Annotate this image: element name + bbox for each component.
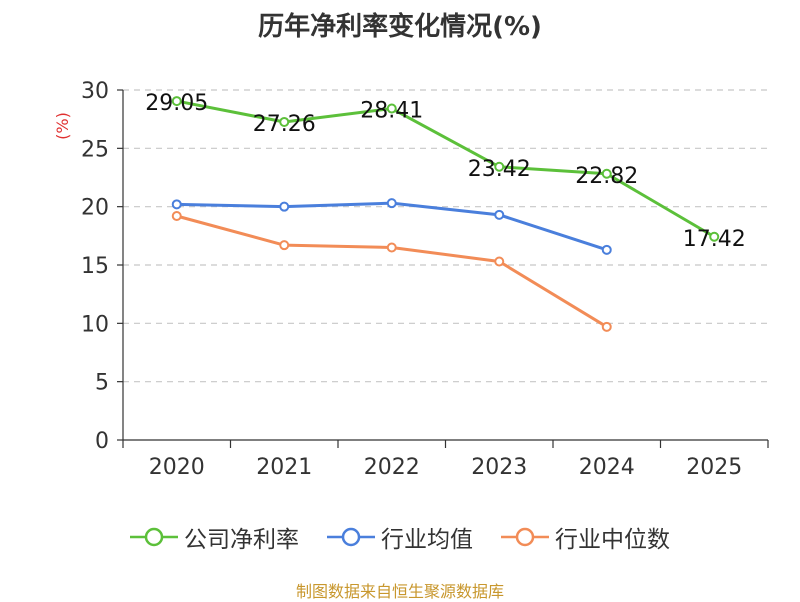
legend-marker-median-icon <box>501 527 549 547</box>
x-tick-label-2020: 2020 <box>149 455 205 480</box>
data-label-2025: 17.42 <box>683 227 746 252</box>
data-label-2022: 28.41 <box>360 99 423 124</box>
grid-lines <box>123 89 768 383</box>
legend-label-median: 行业中位数 <box>555 527 670 553</box>
x-tick-label-2024: 2024 <box>579 455 635 480</box>
legend: 公司净利率 行业均值 行业中位数 <box>0 520 800 554</box>
point-2-2024 <box>601 321 612 332</box>
point-1-2024 <box>601 244 612 255</box>
y-tick-label-10: 10 <box>81 312 109 337</box>
data-label-2021: 27.26 <box>253 112 316 137</box>
legend-item-industry-median[interactable]: 行业中位数 <box>501 520 670 554</box>
data-label-2024: 22.82 <box>575 164 638 189</box>
point-2-2021 <box>279 240 290 251</box>
series-line-2 <box>176 214 608 329</box>
legend-item-industry-mean[interactable]: 行业均值 <box>327 520 473 554</box>
point-1-2020 <box>171 199 182 210</box>
x-tick-label-2022: 2022 <box>364 455 420 480</box>
data-labels: 29.05 27.26 28.41 23.42 22.82 17.42 <box>145 91 745 252</box>
data-source-note: 制图数据来自恒生聚源数据库 <box>295 582 504 601</box>
point-2-2022 <box>386 242 397 253</box>
point-0-2020 <box>171 96 182 107</box>
y-tick-label-5: 5 <box>95 371 109 396</box>
y-tick-label-25: 25 <box>81 137 109 162</box>
series-line-0 <box>176 99 716 239</box>
y-tick-label-15: 15 <box>81 254 109 279</box>
point-1-2023 <box>494 209 505 220</box>
point-0-2023 <box>494 161 505 172</box>
legend-marker-company-icon <box>130 527 178 547</box>
y-tick-label-20: 20 <box>81 196 109 221</box>
data-label-2023: 23.42 <box>468 157 531 182</box>
x-tick-label-2025: 2025 <box>686 455 742 480</box>
x-tick-label-2023: 2023 <box>471 455 527 480</box>
point-2-2020 <box>171 211 182 221</box>
point-1-2022 <box>386 198 397 209</box>
y-axis-label: (%) <box>53 112 72 140</box>
x-tick-label-2021: 2021 <box>256 455 312 480</box>
y-tick-label-30: 30 <box>81 79 109 104</box>
legend-label-company: 公司净利率 <box>184 527 299 553</box>
data-label-2020: 29.05 <box>145 91 208 116</box>
point-0-2025 <box>709 231 720 242</box>
point-1-2021 <box>279 201 290 212</box>
y-tick-label-0: 0 <box>95 429 109 454</box>
series-lines <box>171 96 720 332</box>
legend-label-mean: 行业均值 <box>381 527 473 553</box>
legend-item-company-margin[interactable]: 公司净利率 <box>130 520 299 554</box>
point-2-2023 <box>494 256 505 267</box>
chart-title: 历年净利率变化情况(%) <box>258 12 542 42</box>
point-0-2021 <box>279 116 290 127</box>
legend-marker-mean-icon <box>327 527 375 547</box>
point-0-2024 <box>601 168 612 179</box>
point-0-2022 <box>386 103 397 114</box>
